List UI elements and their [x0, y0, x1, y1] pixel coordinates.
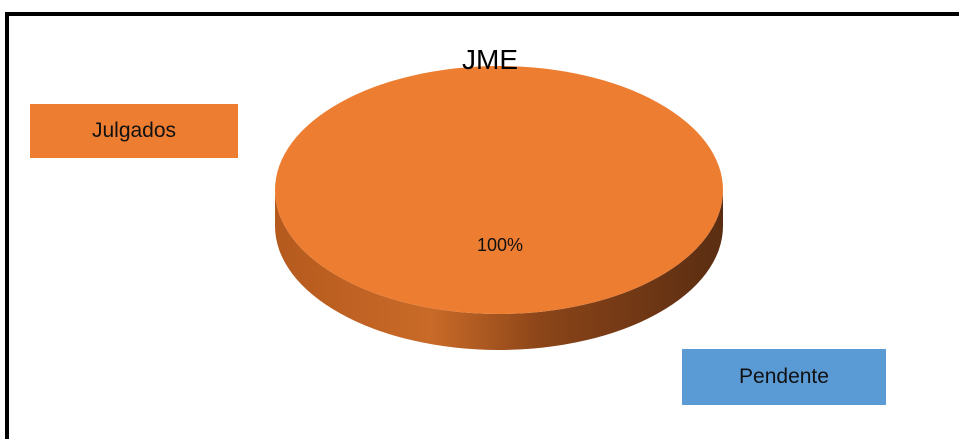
chart-title: JME	[462, 44, 518, 75]
pie-slice-julgados	[275, 66, 723, 314]
data-label-julgados: 100%	[476, 235, 524, 255]
legend-item-pendente: Pendente	[682, 349, 886, 405]
legend-label-pendente: Pendente	[739, 365, 829, 388]
legend-item-julgados: Julgados	[30, 104, 238, 158]
pie-3d	[275, 66, 723, 350]
pie-slice-side-julgados	[275, 190, 723, 350]
legend-label-julgados: Julgados	[91, 119, 177, 142]
